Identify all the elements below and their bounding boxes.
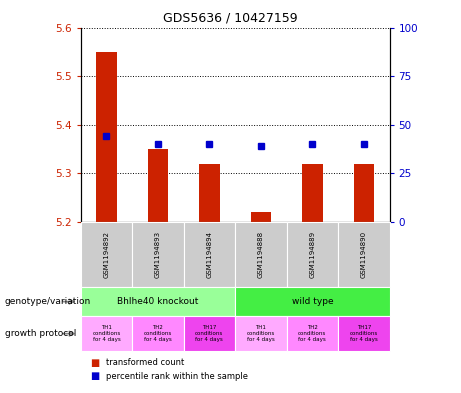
Bar (96, 52, 117, 222)
Text: TH2
conditions
for 4 days: TH2 conditions for 4 days (298, 325, 326, 342)
Text: GSM1194890: GSM1194890 (361, 231, 367, 278)
Bar (354, 163, 374, 222)
Text: Bhlhe40 knockout: Bhlhe40 knockout (117, 297, 199, 306)
Text: TH1
conditions
for 4 days: TH1 conditions for 4 days (247, 325, 275, 342)
Text: ■: ■ (90, 371, 99, 382)
Bar (250, 212, 271, 222)
Text: ■: ■ (90, 358, 99, 368)
Text: GSM1194893: GSM1194893 (155, 231, 161, 278)
Text: GSM1194892: GSM1194892 (103, 231, 109, 278)
Bar (148, 149, 168, 222)
Text: growth protocol: growth protocol (5, 329, 76, 338)
Text: genotype/variation: genotype/variation (5, 297, 91, 306)
Text: GSM1194888: GSM1194888 (258, 231, 264, 278)
Text: TH17
conditions
for 4 days: TH17 conditions for 4 days (195, 325, 224, 342)
Text: wild type: wild type (291, 297, 333, 306)
Text: percentile rank within the sample: percentile rank within the sample (106, 372, 248, 381)
Text: TH17
conditions
for 4 days: TH17 conditions for 4 days (350, 325, 378, 342)
Text: transformed count: transformed count (106, 358, 184, 367)
Text: GSM1194889: GSM1194889 (309, 231, 315, 278)
Text: GDS5636 / 10427159: GDS5636 / 10427159 (163, 12, 298, 25)
Bar (199, 163, 220, 222)
Text: TH2
conditions
for 4 days: TH2 conditions for 4 days (144, 325, 172, 342)
Bar (302, 163, 323, 222)
Text: GSM1194894: GSM1194894 (207, 231, 213, 278)
Text: TH1
conditions
for 4 days: TH1 conditions for 4 days (92, 325, 120, 342)
